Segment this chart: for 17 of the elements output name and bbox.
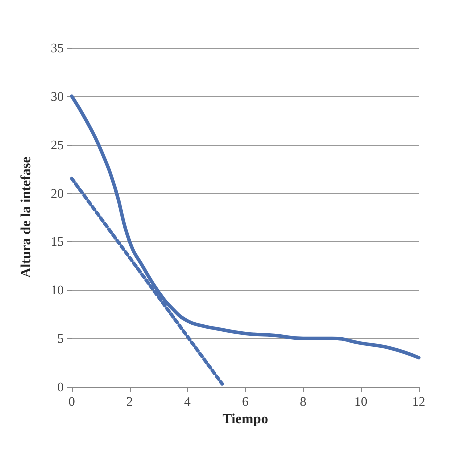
x-tick-label: 10 xyxy=(354,394,368,409)
y-tick-label: 35 xyxy=(51,40,64,56)
x-tick-label: 0 xyxy=(68,394,76,409)
y-tick-label: 25 xyxy=(51,137,64,152)
y-tick-label: 20 xyxy=(51,186,64,201)
y-tick-label: 0 xyxy=(58,380,64,394)
x-axis-title: Tiempo xyxy=(222,412,268,428)
x-tick-label: 4 xyxy=(184,394,192,409)
x-tick-label: 2 xyxy=(126,394,134,409)
x-tick-label: 6 xyxy=(242,394,250,409)
y-tick-label: 30 xyxy=(51,88,64,104)
y-axis-title: Altura de la intefase xyxy=(20,157,34,278)
y-tick-label: 15 xyxy=(51,234,64,250)
x-tick-label: 12 xyxy=(412,394,426,409)
x-tick-label: 8 xyxy=(300,394,307,409)
y-tick-label: 5 xyxy=(58,331,64,346)
y-tick-label: 10 xyxy=(51,282,64,298)
